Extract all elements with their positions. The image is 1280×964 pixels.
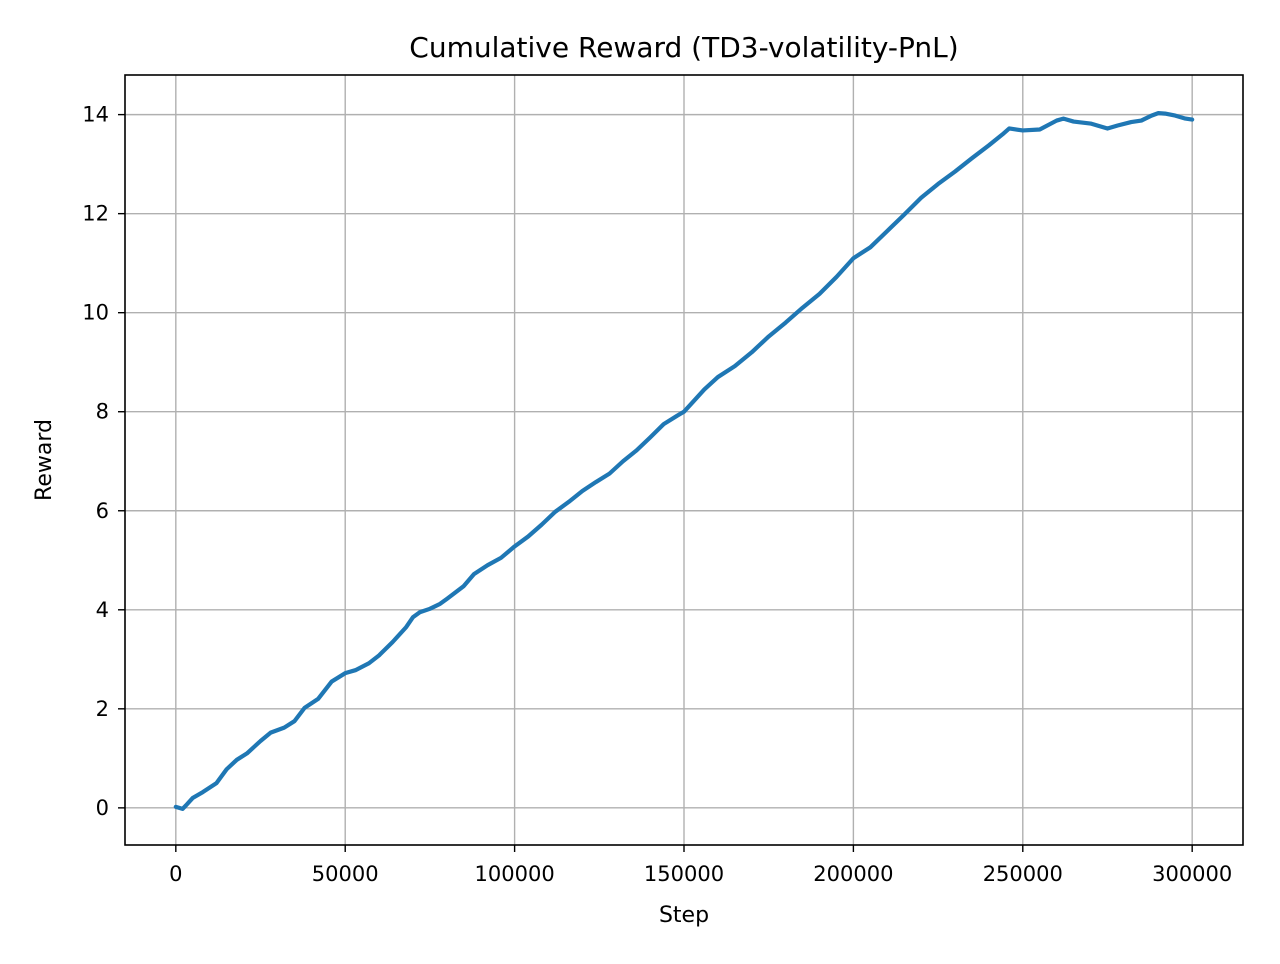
x-axis-label: Step xyxy=(659,903,709,928)
x-tick-label: 300000 xyxy=(1152,862,1232,886)
chart-title: Cumulative Reward (TD3-volatility-PnL) xyxy=(409,31,958,64)
x-tick-label: 50000 xyxy=(312,862,379,886)
grid-lines xyxy=(125,75,1243,845)
y-tick-label: 0 xyxy=(96,796,109,820)
series-layer xyxy=(173,111,1195,811)
y-tick-label: 8 xyxy=(96,400,109,424)
x-tick-label: 200000 xyxy=(813,862,893,886)
axis-ticks: 0 50000 100000 150000 200000 250000 300000 0 2 4 6… xyxy=(82,103,1232,886)
y-tick-label: 6 xyxy=(96,499,109,523)
y-tick-label: 14 xyxy=(82,103,109,127)
y-tick-label: 10 xyxy=(82,301,109,325)
x-tick-label: 0 xyxy=(169,862,182,886)
series-line xyxy=(173,111,1195,811)
x-tick-label: 150000 xyxy=(644,862,724,886)
x-tick-label: 100000 xyxy=(475,862,555,886)
y-axis-label: Reward xyxy=(32,419,57,501)
y-tick-label: 2 xyxy=(96,697,109,721)
y-tick-label: 12 xyxy=(82,202,109,226)
y-tick-label: 4 xyxy=(96,598,109,622)
x-tick-label: 250000 xyxy=(983,862,1063,886)
